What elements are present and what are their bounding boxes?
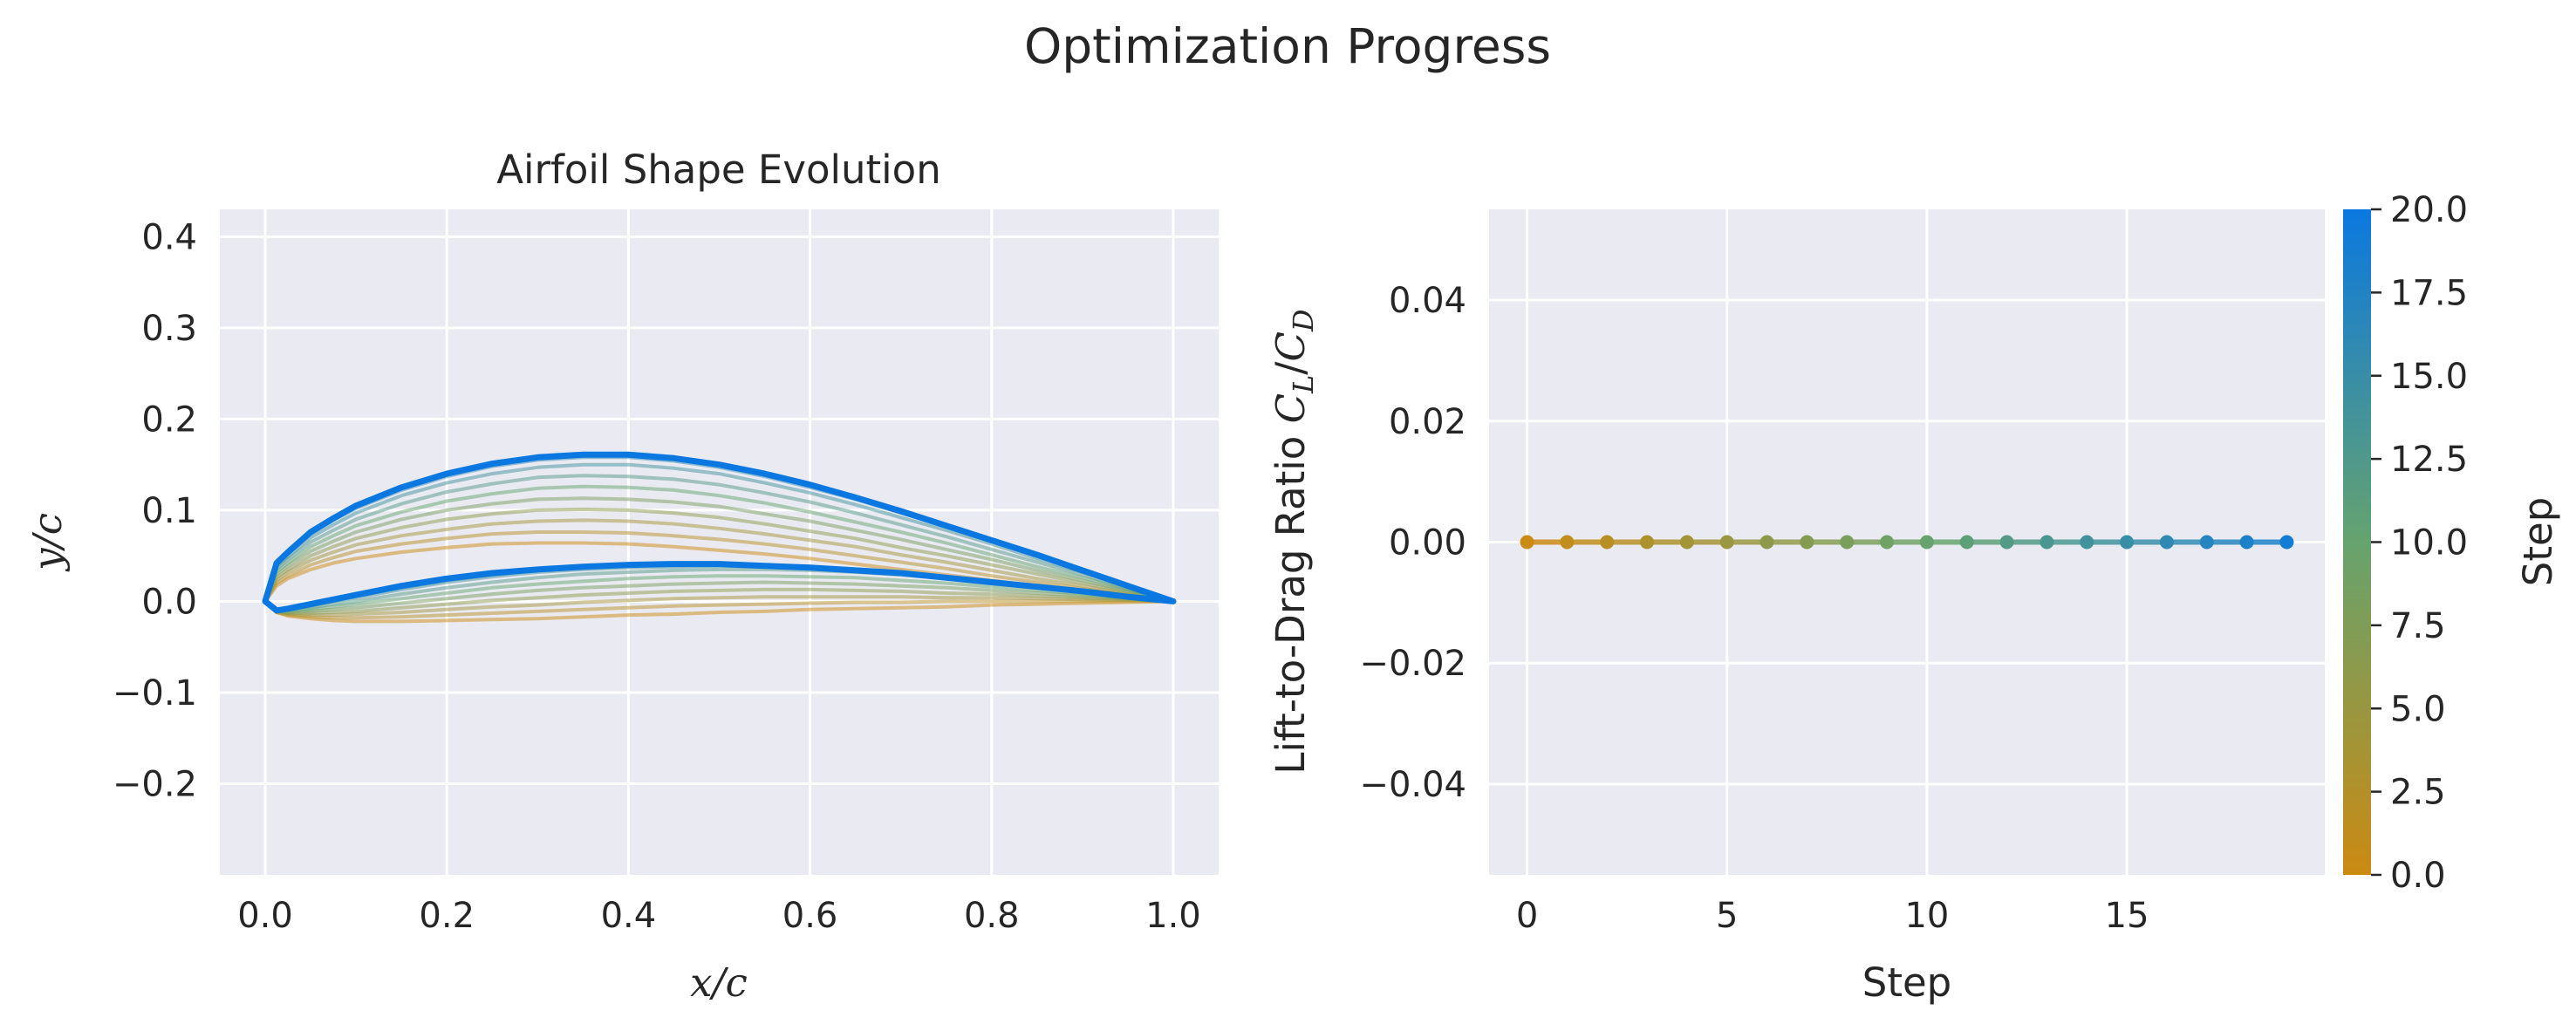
- airfoil-x-ticks: 0.0 0.2 0.4 0.6 0.8 1.0: [237, 896, 1201, 936]
- colorbar-tick-label: 17.5: [2390, 273, 2468, 313]
- airfoil-x-tick-label: 0.6: [782, 896, 838, 936]
- lift-drag-y-tick-label: −0.04: [1359, 765, 1466, 805]
- lift-drag-point: [1719, 535, 1734, 550]
- colorbar-tick-label: 2.5: [2390, 773, 2446, 813]
- colorbar-tick-label: 0.0: [2390, 856, 2446, 896]
- airfoil-x-tick-label: 1.0: [1145, 896, 1201, 936]
- colorbar: 0.0 2.5 5.0 7.5 10.0 12.5 15.0 17.5 20.0 Step: [2343, 190, 2561, 896]
- lift-drag-point: [1759, 535, 1774, 550]
- lift-drag-series: [1520, 535, 2294, 550]
- lift-drag-point: [1840, 535, 1855, 550]
- colorbar-gradient: [2343, 209, 2371, 875]
- lift-drag-point: [1959, 535, 1974, 550]
- ylabel-math-c1: C: [1268, 393, 1314, 423]
- lift-drag-y-tick-label: −0.02: [1359, 644, 1466, 684]
- airfoil-y-tick-label: 0.3: [141, 309, 197, 349]
- airfoil-final-shape: [262, 451, 1177, 614]
- ylabel-math-c2: C: [1268, 331, 1314, 361]
- airfoil-y-tick-label: 0.4: [141, 217, 197, 257]
- lift-drag-x-tick-label: 5: [1716, 896, 1738, 936]
- airfoil-y-tick-label: 0.2: [141, 399, 197, 440]
- lift-drag-point: [2199, 535, 2214, 550]
- airfoil-y-ticks: −0.2 −0.1 0.0 0.1 0.2 0.3 0.4: [113, 217, 197, 804]
- colorbar-tick-label: 12.5: [2390, 440, 2468, 480]
- lift-drag-y-ticks: −0.04 −0.02 0.00 0.02 0.04: [1359, 281, 1466, 805]
- airfoil-x-axis-label: x/c: [690, 959, 748, 1006]
- lift-drag-point: [2080, 535, 2094, 550]
- lift-drag-x-axis-label: Step: [1862, 959, 1951, 1006]
- colorbar-tick-label: 10.0: [2390, 523, 2468, 563]
- lift-drag-point: [1600, 535, 1615, 550]
- lift-drag-x-tick-label: 10: [1904, 896, 1949, 936]
- lift-drag-y-tick-label: 0.02: [1389, 402, 1466, 442]
- lift-drag-point: [2239, 535, 2254, 550]
- lift-drag-point: [2159, 535, 2174, 550]
- lift-drag-y-axis-label: Lift-to-Drag Ratio CL/CD: [1268, 309, 1320, 774]
- lift-drag-point: [1919, 535, 1934, 550]
- colorbar-label: Step: [2515, 497, 2561, 586]
- figure-title: Optimization Progress: [1024, 18, 1551, 74]
- airfoil-plot-area: [220, 209, 1219, 875]
- lift-drag-x-tick-label: 15: [2105, 896, 2149, 936]
- ylabel-sub-l: L: [1287, 375, 1320, 394]
- airfoil-y-tick-label: −0.1: [113, 673, 197, 714]
- airfoil-chart: 0.0 0.2 0.4 0.6 0.8 1.0 −0.2 −0.1 0.0 0.1 0.2 0.3 0…: [24, 147, 1219, 1006]
- lift-drag-point: [1679, 535, 1694, 550]
- colorbar-tick-label: 20.0: [2390, 190, 2468, 230]
- lift-drag-x-tick-label: 0: [1516, 896, 1538, 936]
- lift-drag-y-axis-label-text: Lift-to-Drag Ratio: [1268, 436, 1314, 775]
- lift-drag-y-tick-label: 0.04: [1389, 281, 1466, 321]
- airfoil-x-tick-label: 0.0: [237, 896, 293, 936]
- airfoil-x-tick-label: 0.2: [419, 896, 475, 936]
- lift-drag-point: [2120, 535, 2135, 550]
- lift-drag-point: [2040, 535, 2054, 550]
- airfoil-x-tick-label: 0.8: [964, 896, 1020, 936]
- lift-drag-point: [1800, 535, 1814, 550]
- colorbar-tick-label: 15.0: [2390, 357, 2468, 397]
- colorbar-tick-label: 5.0: [2390, 689, 2446, 729]
- lift-drag-point: [1520, 535, 1534, 550]
- lift-drag-point: [1880, 535, 1895, 550]
- airfoil-y-tick-label: 0.1: [141, 491, 197, 531]
- airfoil-chart-title: Airfoil Shape Evolution: [496, 147, 941, 193]
- colorbar-ticks: 0.0 2.5 5.0 7.5 10.0 12.5 15.0 17.5 20.0: [2371, 190, 2468, 896]
- airfoil-series: [262, 451, 1177, 624]
- lift-drag-point: [1999, 535, 2014, 550]
- ylabel-sub-d: D: [1287, 309, 1320, 332]
- lift-drag-point: [1640, 535, 1655, 550]
- airfoil-y-tick-label: 0.0: [141, 582, 197, 622]
- lift-drag-x-ticks: 0 5 10 15: [1516, 896, 2149, 936]
- airfoil-y-tick-label: −0.2: [113, 764, 197, 804]
- lift-drag-chart: 0 5 10 15 −0.04 −0.02 0.00 0.02 0.04 Step Lift-…: [1268, 209, 2325, 1006]
- colorbar-tick-label: 7.5: [2390, 606, 2446, 646]
- airfoil-y-axis-label: y/c: [24, 513, 71, 572]
- airfoil-x-tick-label: 0.4: [601, 896, 657, 936]
- lift-drag-point: [2279, 535, 2294, 550]
- lift-drag-y-tick-label: 0.00: [1389, 523, 1466, 563]
- lift-drag-point: [1560, 535, 1575, 550]
